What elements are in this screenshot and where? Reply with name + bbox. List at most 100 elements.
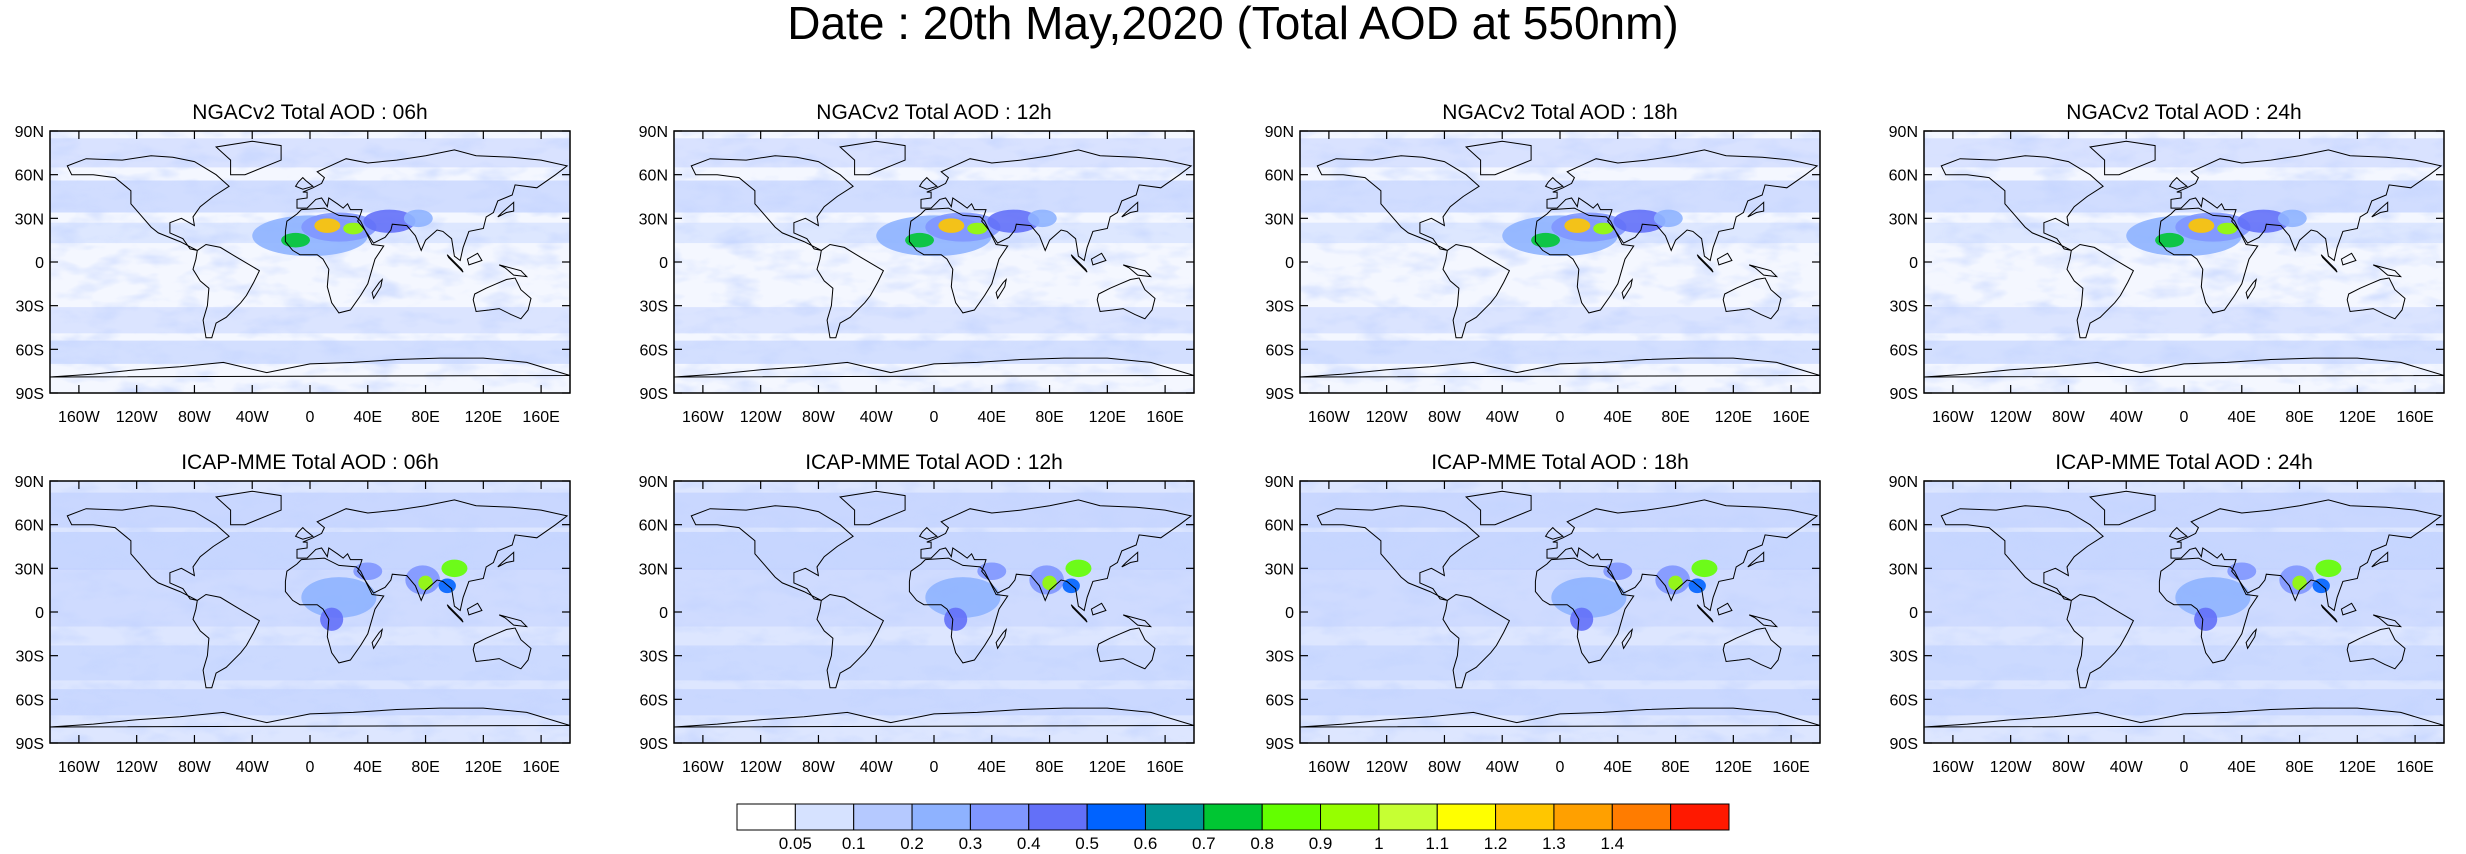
coastlines xyxy=(1299,140,1821,378)
colorbar-label: 1.2 xyxy=(1483,834,1508,853)
lon-tick-label: 120W xyxy=(116,759,159,776)
coastline xyxy=(2168,176,2188,190)
coastline xyxy=(371,627,384,650)
panel-title: ICAP-MME Total AOD : 24h xyxy=(2055,451,2313,474)
colorbar-box xyxy=(1378,803,1438,831)
lon-tick-label: 0 xyxy=(930,759,939,776)
coastline xyxy=(920,149,1193,262)
lon-tick-label: 160E xyxy=(1146,759,1183,776)
coastline xyxy=(214,140,282,176)
lon-tick-label: 160E xyxy=(522,759,559,776)
coastline xyxy=(920,499,1193,612)
lat-tick-label: 30N xyxy=(1889,561,1918,578)
lon-tick-label: 0 xyxy=(930,409,939,426)
coastlines xyxy=(673,490,1195,728)
map-panel: ICAP-MME Total AOD : 06h 90N 60N 30N 0 30S 60S… xyxy=(15,451,571,776)
coastline xyxy=(1534,207,1635,314)
coastline xyxy=(1696,604,1714,623)
coastline xyxy=(2158,207,2259,314)
coastline xyxy=(49,357,571,378)
coastline xyxy=(472,627,532,670)
lat-tick-label: 30S xyxy=(1266,299,1294,316)
colorbar-box xyxy=(1028,803,1088,831)
coastline xyxy=(1546,149,1819,262)
coastline xyxy=(214,490,282,526)
coastline xyxy=(1096,627,1156,670)
lat-tick-label: 60N xyxy=(1265,168,1294,185)
coastline xyxy=(1621,277,1634,300)
coastline xyxy=(816,243,885,339)
lon-tick-label: 160E xyxy=(1146,409,1183,426)
coastline xyxy=(1464,490,1532,526)
lon-tick-label: 160E xyxy=(1772,759,1809,776)
lon-tick-label: 40W xyxy=(2110,759,2144,776)
coastlines xyxy=(673,140,1195,378)
lat-tick-label: 30N xyxy=(1265,211,1294,228)
lon-tick-label: 0 xyxy=(306,759,315,776)
lon-tick-label: 80W xyxy=(2052,759,2086,776)
coastline xyxy=(192,593,261,689)
lat-tick-label: 90N xyxy=(1265,124,1294,141)
lon-tick-label: 120W xyxy=(740,759,783,776)
lat-tick-label: 60S xyxy=(640,692,668,709)
colorbar-label: 0.2 xyxy=(900,834,924,853)
coastline xyxy=(1090,252,1107,266)
coastline xyxy=(2371,551,2389,568)
map-panel: ICAP-MME Total AOD : 12h 90N 60N 30N 0 30S 60S… xyxy=(639,451,1195,776)
coastline xyxy=(294,526,314,540)
coastline xyxy=(918,526,938,540)
coastline xyxy=(466,602,483,616)
lon-tick-label: 120E xyxy=(2339,759,2376,776)
coastline xyxy=(2066,243,2135,339)
lon-tick-label: 80W xyxy=(178,759,212,776)
coastline xyxy=(1442,243,1511,339)
coastline xyxy=(690,505,854,601)
lat-tick-label: 30S xyxy=(1266,649,1294,666)
coastline xyxy=(1122,264,1153,278)
coastline xyxy=(1070,254,1088,273)
lat-tick-label: 60N xyxy=(1889,518,1918,535)
coastline xyxy=(1544,176,1564,190)
coastline xyxy=(1122,614,1153,628)
coastline xyxy=(1722,277,1782,320)
aod-field xyxy=(1300,481,1820,743)
lon-tick-label: 0 xyxy=(2180,409,2189,426)
coastline xyxy=(2372,264,2403,278)
colorbar-box xyxy=(1495,803,1555,831)
coastline xyxy=(2371,201,2389,218)
lon-tick-label: 160E xyxy=(1772,409,1809,426)
lon-tick-label: 40E xyxy=(354,409,382,426)
coastline xyxy=(838,140,906,176)
lat-tick-label: 60N xyxy=(639,518,668,535)
lon-tick-label: 160E xyxy=(2396,759,2433,776)
lon-tick-label: 80W xyxy=(802,759,836,776)
lon-tick-label: 160W xyxy=(58,759,101,776)
lon-tick-label: 80E xyxy=(2285,409,2313,426)
coastline xyxy=(2170,499,2443,612)
panel-title: ICAP-MME Total AOD : 12h xyxy=(805,451,1063,474)
lat-tick-label: 30S xyxy=(16,649,44,666)
coastline xyxy=(1534,557,1635,664)
lon-tick-label: 40W xyxy=(236,759,270,776)
coastline xyxy=(446,604,464,623)
coastline xyxy=(1696,254,1714,273)
map-panel: NGACv2 Total AOD : 06h 90N 60N 30N 0 30S 60S 90… xyxy=(15,101,571,426)
colorbar-label: 0.8 xyxy=(1250,834,1274,853)
aod-field xyxy=(1924,481,2444,743)
coastline xyxy=(1546,499,1819,612)
coastline xyxy=(995,277,1008,300)
lat-tick-label: 90N xyxy=(1889,474,1918,491)
lat-tick-label: 30S xyxy=(1890,649,1918,666)
lat-tick-label: 60S xyxy=(1266,692,1294,709)
colorbar-label: 0.7 xyxy=(1191,834,1216,853)
coastline xyxy=(816,593,885,689)
figure-title: Date : 20th May,2020 (Total AOD at 550nm… xyxy=(787,0,1679,49)
coastline xyxy=(446,254,464,273)
colorbar-box xyxy=(853,803,913,831)
colorbar-label: 0.05 xyxy=(778,834,812,853)
lon-tick-label: 120W xyxy=(116,409,159,426)
lat-tick-label: 30S xyxy=(640,649,668,666)
coastlines xyxy=(1923,490,2445,728)
coastline xyxy=(1747,201,1765,218)
lon-tick-label: 120W xyxy=(1366,759,1409,776)
